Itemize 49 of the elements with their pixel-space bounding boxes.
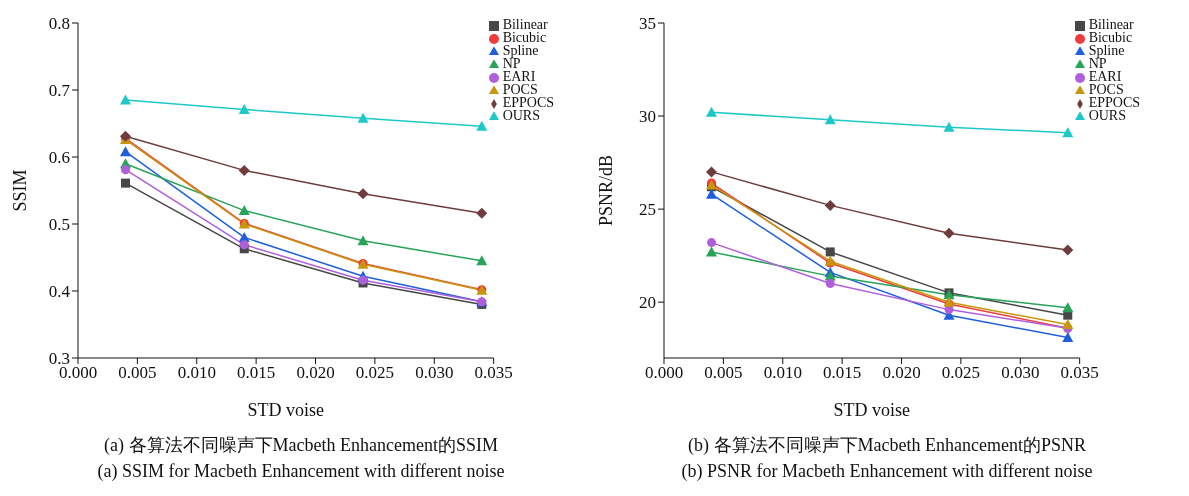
legend-label: OURS (502, 108, 540, 123)
x-axis-title: STD voise (247, 399, 325, 420)
y-tick-label: 0.7 (48, 81, 71, 101)
x-tick-label: 0.015 (237, 363, 276, 383)
x-tick-label: 0.005 (118, 363, 157, 383)
text: (a) SSIM for Macbeth Enhancement with different noise (96, 460, 506, 483)
legend-label: EARI (1088, 69, 1122, 84)
legend-label: Spline (502, 43, 539, 58)
legend-label: NP (502, 56, 521, 71)
x-tick-label: 0.015 (823, 363, 862, 383)
legend-label: Bilinear (502, 17, 548, 32)
x-tick-label: 0.035 (1060, 363, 1099, 383)
x-tick-label: 0.020 (882, 363, 921, 383)
legend-label: EARI (502, 69, 536, 84)
text: (b) 各算法不同噪声下Macbeth Enhancement的PSNR (687, 434, 1087, 457)
y-tick-label: 25 (639, 200, 656, 220)
legend-label: Spline (1088, 43, 1125, 58)
x-axis-title: STD voise (833, 399, 911, 420)
legend-label: Bilinear (1088, 17, 1134, 32)
x-tick-label: 0.020 (296, 363, 335, 383)
legend-label: OURS (1088, 108, 1126, 123)
x-tick-label: 0.010 (177, 363, 216, 383)
legend-label: NP (1088, 56, 1107, 71)
y-tick-label: 30 (639, 107, 656, 127)
x-tick-label: 0.000 (644, 363, 684, 383)
y-axis-title: SSIM (10, 169, 31, 212)
x-tick-label: 0.010 (763, 363, 802, 383)
legend-label: EPPOCS (1088, 95, 1140, 110)
legend-label: Bicubic (502, 30, 547, 45)
x-tick-label: 0.000 (58, 363, 98, 383)
x-tick-label: 0.005 (704, 363, 743, 383)
y-axis-title: PSNR/dB (596, 154, 617, 227)
y-tick-label: 0.4 (48, 282, 71, 302)
y-tick-label: 35 (639, 14, 656, 34)
x-tick-label: 0.035 (474, 363, 513, 383)
legend-label: POCS (1088, 82, 1124, 97)
legend-label: Bicubic (1088, 30, 1133, 45)
y-tick-label: 20 (639, 293, 656, 313)
x-tick-label: 0.030 (415, 363, 454, 383)
x-tick-label: 0.025 (941, 363, 981, 383)
y-tick-label: 0.5 (48, 215, 70, 235)
y-tick-label: 0.6 (48, 148, 70, 168)
text: (a) 各算法不同噪声下Macbeth Enhancement的SSIM (103, 434, 499, 457)
legend-label: EPPOCS (502, 95, 554, 110)
legend-label: POCS (502, 82, 538, 97)
x-tick-label: 0.025 (355, 363, 395, 383)
text: (b) PSNR for Macbeth Enhancement with different noise (680, 460, 1094, 483)
y-tick-label: 0.8 (48, 14, 70, 34)
x-tick-label: 0.030 (1001, 363, 1040, 383)
